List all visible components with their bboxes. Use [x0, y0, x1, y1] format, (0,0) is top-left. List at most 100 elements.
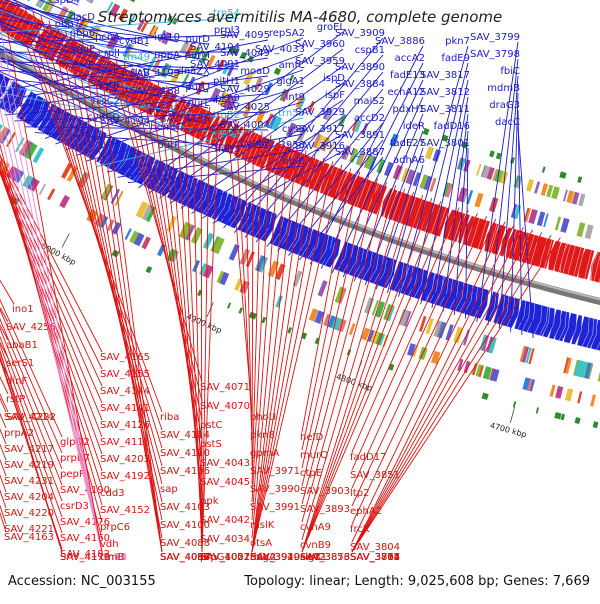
reverse-gene-label: SAV_4219	[4, 460, 54, 471]
scale-tick	[62, 233, 69, 247]
forward-gene-label: glgA1	[276, 76, 305, 87]
cog-strip-forward-inner	[453, 327, 463, 344]
reverse-gene-label: pstC	[200, 420, 222, 431]
cog-strip-reverse-inner	[26, 0, 36, 1]
forward-gene-label: fbiC	[500, 66, 520, 77]
reverse-gene-label: SAV_4192	[100, 471, 150, 482]
reverse-gene-label: SAV_4045	[200, 477, 250, 488]
forward-gene-label: maiS2	[354, 96, 385, 107]
reverse-gene-label: SAV_4042	[200, 515, 250, 526]
forward-gene-label: SAV_3817	[420, 70, 470, 81]
cog-strip-forward-outer	[125, 228, 132, 240]
cog-strip-reverse-inner	[577, 222, 586, 237]
forward-gene-label: int9	[286, 92, 305, 103]
reverse-gene-leader	[252, 143, 288, 538]
cog-strip-reverse-inner	[474, 193, 483, 208]
forward-gene-label: SAV_3886	[375, 36, 425, 47]
cog-strip-reverse-inner	[376, 159, 385, 174]
trna-strip-forward	[554, 412, 561, 419]
genome-summary: Topology: linear; Length: 9,025,608 bp; …	[244, 574, 590, 589]
cog-strip-forward-outer	[555, 386, 563, 399]
reverse-gene-label: prpG1	[200, 552, 231, 563]
cog-strip-reverse-outer	[476, 164, 482, 176]
forward-gene-label: SAV_3811	[420, 104, 470, 115]
cog-strip-reverse-outer	[526, 179, 534, 192]
cog-strip-forward-outer	[550, 385, 556, 397]
reverse-gene-label: SAV_3761	[350, 552, 400, 563]
trna-strip-reverse	[542, 167, 546, 173]
forward-gene-label: SAV_3798	[470, 49, 520, 60]
reverse-gene-label: vdh	[100, 539, 119, 550]
reverse-gene-label: pstS	[200, 439, 222, 450]
forward-gene-label: ideR	[403, 121, 425, 132]
reverse-gene-label: SAV_3893	[300, 504, 350, 515]
reverse-gene-label: SAV_4165	[100, 352, 150, 363]
reverse-gene-label: ino1	[12, 304, 34, 315]
map-title: Streptomyces avermitilis MA-4680, comple…	[0, 8, 600, 26]
forward-gene-label: SAV_3884	[335, 79, 385, 90]
reverse-gene-label: SAV_4163	[4, 532, 54, 543]
forward-gene-label: SAV_3801	[420, 138, 470, 149]
trna-strip-reverse	[577, 176, 582, 183]
reverse-gene-label: prpC6	[100, 522, 130, 533]
forward-gene-label: SAV_3799	[470, 32, 520, 43]
trna-strip-forward	[575, 417, 581, 424]
forward-gene-label: pkn7	[445, 36, 470, 47]
forward-gene-label: SAV_3891	[335, 130, 385, 141]
reverse-gene-leader	[0, 0, 6, 460]
trna-strip-forward	[561, 414, 565, 421]
cog-strip-forward-outer	[59, 195, 70, 208]
cog-strip-forward-inner	[318, 280, 328, 297]
forward-gene-label: adhA6	[393, 155, 425, 166]
reverse-gene-label: csrD3	[60, 501, 89, 512]
cog-strip-forward-outer	[577, 391, 582, 403]
cog-strip-reverse-inner	[560, 218, 569, 233]
trna-strip-reverse	[130, 0, 136, 2]
trna-strip-forward	[513, 401, 517, 407]
forward-gene-label: SAV_3887	[335, 147, 385, 158]
trna-strip-reverse	[510, 157, 515, 164]
forward-gene-label: dacC	[495, 117, 520, 128]
reverse-gene-label: SAV_4071	[200, 382, 250, 393]
forward-gene-label: accD2	[354, 113, 385, 124]
reverse-gene-label: SAV_4034	[200, 534, 250, 545]
reverse-gene-label: riba	[160, 412, 179, 423]
scale-tick	[510, 408, 514, 423]
reverse-gene-label: SAV_4043	[200, 458, 250, 469]
forward-gene-label: accA2	[395, 53, 425, 64]
forward-gene-label: SAV_3960	[295, 39, 345, 50]
reverse-gene-label: trmB	[100, 552, 125, 563]
trna-strip-reverse	[489, 150, 495, 157]
forward-gene-label: SAV_4091	[190, 59, 240, 70]
accession-label: Accession: NC_003155	[8, 574, 156, 589]
scale-label: 4900 kbp	[185, 312, 223, 335]
reverse-gene-label: SAV_3990	[250, 484, 300, 495]
trna-strip-forward	[536, 407, 539, 413]
cog-strip-forward-outer	[47, 188, 55, 200]
trna-strip-forward	[287, 327, 292, 334]
reverse-gene-label: sap	[160, 484, 178, 495]
reverse-gene-label: nagA	[250, 552, 276, 563]
trna-strip-forward	[261, 317, 266, 324]
forward-gene-label: mdmB	[487, 83, 520, 94]
reverse-gene-label: SAV_4231	[4, 476, 54, 487]
reverse-gene-label: slg31	[300, 552, 327, 563]
forward-gene-label: SAV_3890	[335, 62, 385, 73]
trna-strip-forward	[238, 307, 243, 313]
reverse-gene-label: pepP	[60, 469, 85, 480]
trna-strip-forward	[593, 421, 599, 428]
reverse-gene-label: SAV_4155	[100, 369, 150, 380]
forward-gene-label: pcnA	[95, 32, 120, 43]
trna-strip-forward	[227, 303, 231, 309]
reverse-gene-label: SAV_4220	[4, 508, 54, 519]
reverse-gene-label: SAV_3903	[300, 486, 350, 497]
cog-strip-reverse-inner	[555, 216, 561, 230]
scale-tick	[207, 302, 213, 317]
reverse-gene-label: SAV_4203	[100, 454, 150, 465]
forward-gene-label: fadD16	[434, 121, 470, 132]
reverse-gene-label: cdd3	[100, 488, 125, 499]
forward-gene-label: draG3	[489, 100, 520, 111]
cog-strip-reverse-inner	[585, 224, 594, 239]
